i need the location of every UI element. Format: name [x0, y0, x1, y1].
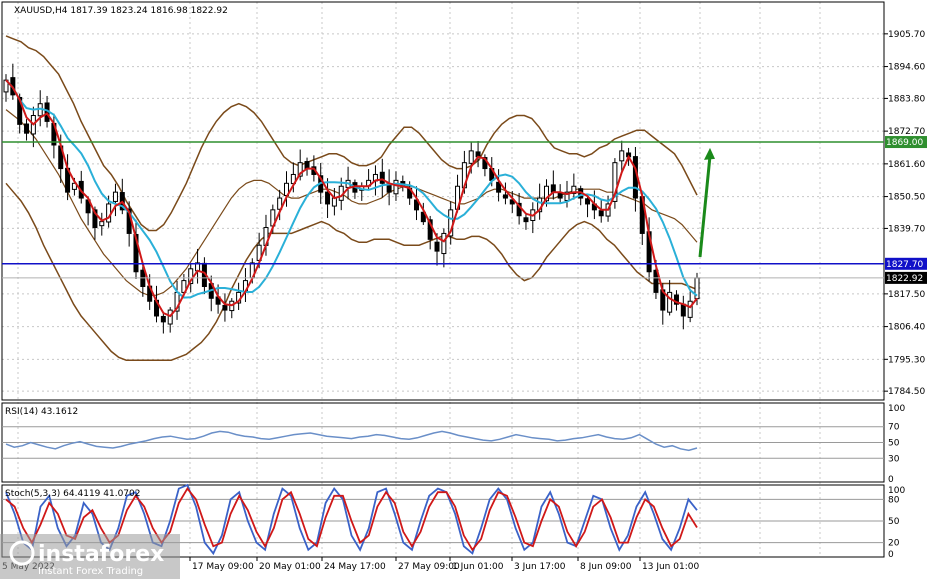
candle-body-63	[434, 241, 440, 252]
main-panel-frame	[1, 1, 885, 401]
time-tick-label-6: 8 Jun 09:00	[580, 562, 632, 572]
candle-body-68	[468, 150, 474, 164]
price-tick-label-5: 1850.50	[888, 193, 925, 203]
time-tick-label-4: 1 Jun 01:00	[452, 562, 504, 572]
candle-body-16	[112, 191, 118, 202]
bollinger-bands	[5, 35, 698, 361]
candle-body-90	[619, 150, 625, 162]
symbol-header: XAUUSD,H4 1817.39 1823.24 1816.98 1822.9…	[14, 6, 228, 16]
current-price-label: 1822.92	[886, 274, 923, 284]
candle-body-80	[550, 184, 556, 193]
watermark-brand: instaforex	[38, 542, 164, 567]
price-tick-label-4: 1861.60	[888, 160, 925, 170]
stoch-tick-label-1: 80	[888, 495, 900, 505]
candle-body-82	[564, 191, 570, 201]
price-tick-label-10: 1784.50	[888, 387, 925, 397]
grid-layer	[2, 2, 884, 557]
stoch-d-line	[5, 487, 698, 552]
stoch-k-line	[5, 483, 698, 556]
bollinger-upper	[5, 35, 698, 232]
candle-body-98	[673, 294, 679, 305]
rsi-tick-label-2: 50	[888, 439, 900, 449]
candle-body-89	[612, 162, 618, 202]
candle-body-3	[24, 123, 30, 134]
axis-labels: 1905.70 1894.60 1883.80 1872.70 1861.60 1850.…	[2, 30, 925, 572]
candle-body-14	[99, 221, 105, 227]
time-tick-label-2: 24 May 17:00	[324, 562, 386, 572]
stoch-tick-label-3: 20	[888, 539, 900, 549]
time-tick-label-0: 17 May 09:00	[192, 562, 254, 572]
candle-body-95	[653, 269, 659, 293]
candle-body-55	[379, 171, 385, 184]
stoch-tick-label-2: 50	[888, 517, 900, 527]
time-tick-label-5: 3 Jun 17:00	[514, 562, 566, 572]
rsi-panel	[2, 426, 884, 459]
rsi-tick-label-1: 70	[888, 423, 900, 433]
level-tag-label-1: 1827.70	[886, 260, 923, 270]
candle-body-99	[680, 303, 686, 317]
price-tick-label-2: 1883.80	[888, 94, 925, 104]
bollinger-lower	[5, 182, 698, 361]
price-tick-label-6: 1839.70	[888, 224, 925, 234]
price-tick-label-3: 1872.70	[888, 127, 925, 137]
watermark-tagline: Instant Forex Trading	[38, 566, 143, 577]
current-price-tag	[885, 271, 927, 284]
time-tick-label-7: 13 Jun 01:00	[642, 562, 699, 572]
candle-body-23	[160, 315, 166, 323]
candle-body-85	[585, 198, 591, 205]
candle-body-73	[502, 194, 508, 199]
price-tick-label-1: 1894.60	[888, 63, 925, 73]
forecast-arrow-shaft	[698, 155, 712, 258]
rsi-tick-label-4: 0	[888, 475, 894, 485]
level-tag-0	[885, 136, 927, 149]
stoch-header: Stoch(5,3,3) 64.4119 41.0702	[5, 489, 140, 499]
candle-body-76	[523, 217, 529, 223]
candle-body-48	[331, 197, 337, 207]
candle-body-44	[304, 161, 310, 170]
candle-body-83	[571, 185, 577, 194]
candle-body-97	[667, 291, 673, 313]
candle-body-2	[17, 96, 23, 125]
candle-body-64	[441, 232, 447, 255]
candle-body-43	[297, 162, 303, 177]
candle-body-10	[71, 182, 77, 190]
ma-fast-line	[5, 79, 698, 318]
price-tick-label-8: 1806.40	[888, 323, 925, 333]
candle-body-72	[496, 181, 502, 193]
candle-body-74	[509, 199, 515, 205]
candle-body-32	[222, 304, 228, 311]
forecast-arrow-head	[704, 147, 715, 160]
candle-body-57	[393, 179, 399, 195]
time-tick-label-1: 20 May 01:00	[259, 562, 321, 572]
rsi-tick-label-0: 100	[888, 404, 905, 414]
stoch-tick-label-0: 100	[888, 486, 905, 496]
candle-body-100	[687, 300, 693, 318]
price-tick-label-0: 1905.70	[888, 30, 925, 40]
panel-frames	[1, 1, 885, 558]
candle-body-87	[598, 210, 604, 217]
candle-body-79	[543, 185, 549, 202]
instaforex-logo-icon	[9, 540, 35, 566]
time-tick-label-3: 27 May 09:00	[398, 562, 460, 572]
candle-body-61	[420, 211, 426, 223]
candles-layer	[3, 63, 700, 334]
ma-slow-line	[5, 79, 698, 299]
level-tag-label-0: 1869.00	[886, 138, 923, 148]
price-tick-label-9: 1795.30	[888, 355, 925, 365]
candle-body-13	[92, 209, 98, 229]
instaforex-watermark: instaforex Instant Forex Trading	[0, 534, 180, 579]
rsi-line	[5, 430, 698, 452]
candle-body-40	[277, 197, 283, 210]
rsi-tick-label-3: 30	[888, 454, 900, 464]
price-tick-label-7: 1817.50	[888, 290, 925, 300]
rsi-header: RSI(14) 43.1612	[5, 407, 78, 417]
level-tag-1	[885, 257, 927, 270]
stoch-tick-label-4: 0	[888, 550, 894, 560]
candle-body-47	[325, 191, 331, 205]
level-lines: 1869.00 1827.70 1822.92	[2, 136, 927, 284]
